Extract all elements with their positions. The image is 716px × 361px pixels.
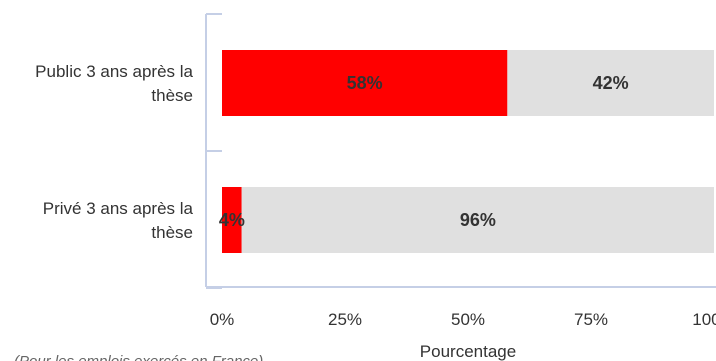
- bar-segment: [222, 187, 242, 253]
- x-axis-title: Pourcentage: [420, 342, 516, 361]
- bar-segment: [222, 50, 508, 116]
- x-tick-label: 100%: [692, 310, 716, 329]
- bar-value-label: 4%: [219, 210, 245, 230]
- x-tick-label: 50%: [451, 310, 485, 329]
- x-tick-label: 25%: [328, 310, 362, 329]
- footnote: (Pour les emplois exercés en France): [14, 353, 263, 361]
- x-tick-labels: 0% 25% 50% 75% 100%: [210, 310, 716, 329]
- bar-value-label: 96%: [460, 210, 496, 230]
- x-tick-label: 0%: [210, 310, 235, 329]
- category-labels: Public 3 ans après la thèse Privé 3 ans ap…: [35, 62, 193, 242]
- bar-segment: [507, 50, 714, 116]
- category-label: Privé 3 ans après la thèse: [43, 199, 194, 242]
- bar-value-label: 58%: [347, 73, 383, 93]
- y-axis-ticks: [206, 13, 222, 289]
- bar-segment: [241, 187, 714, 253]
- bars: [222, 50, 714, 253]
- bar-labels: 58% 42% 4% 96%: [219, 73, 629, 230]
- x-tick-label: 75%: [574, 310, 608, 329]
- bar-value-label: 42%: [593, 73, 629, 93]
- category-label: Public 3 ans après la thèse: [35, 62, 193, 105]
